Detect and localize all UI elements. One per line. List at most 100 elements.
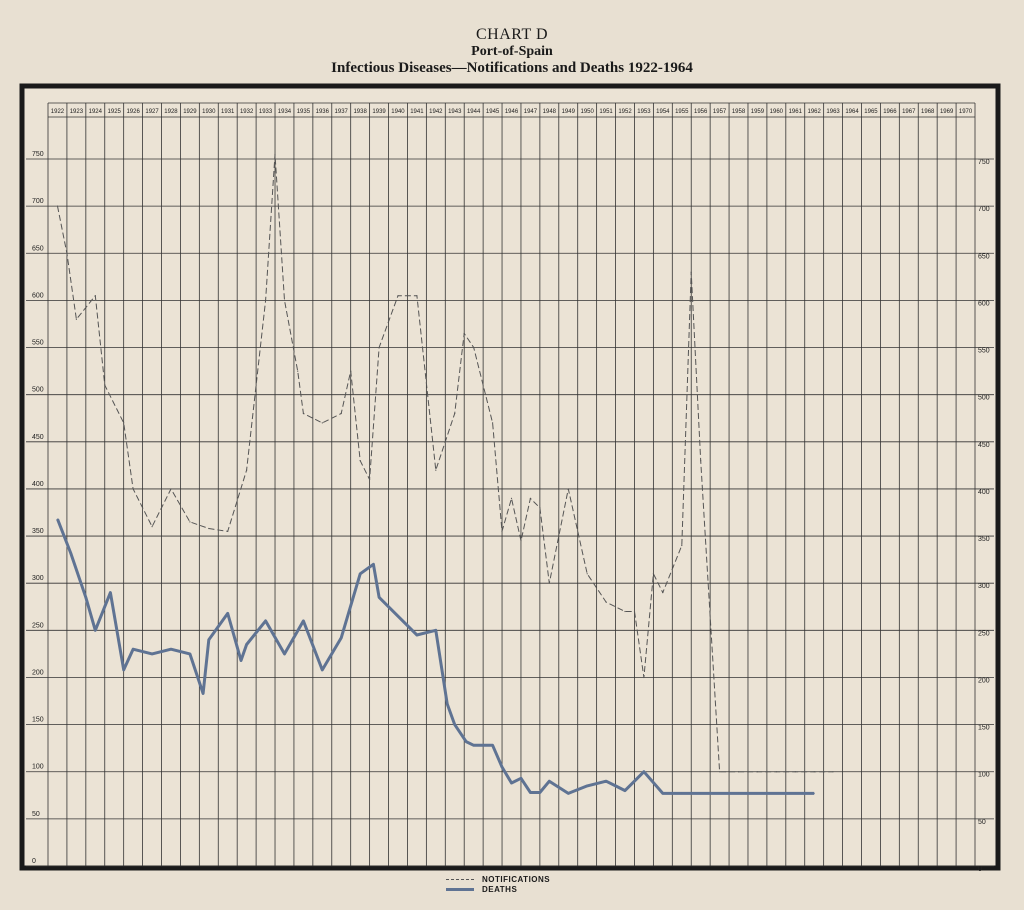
y-tick-label-right: 650	[978, 253, 990, 260]
year-label: 1957	[713, 109, 727, 115]
year-label: 1966	[883, 109, 897, 115]
y-tick-label-right: 150	[978, 725, 990, 732]
year-label: 1934	[278, 109, 292, 115]
year-label: 1935	[297, 109, 311, 115]
point-deaths	[240, 659, 242, 662]
point-notifications	[605, 601, 607, 603]
year-label: 1949	[562, 109, 576, 115]
point-notifications	[529, 497, 532, 499]
year-label: 1967	[902, 109, 916, 115]
point-notifications	[283, 299, 286, 301]
y-tick-label-right: 450	[978, 442, 990, 449]
point-notifications	[246, 469, 248, 471]
y-tick-label-right: 0	[978, 866, 982, 873]
point-notifications	[123, 422, 125, 424]
year-label: 1968	[921, 109, 935, 115]
y-tick-label-left: 0	[32, 858, 36, 865]
point-deaths	[643, 771, 645, 773]
year-label: 1927	[145, 109, 159, 115]
point-deaths	[170, 648, 172, 650]
year-label: 1928	[164, 109, 178, 115]
point-notifications	[510, 497, 513, 499]
year-label: 1946	[505, 109, 519, 115]
point-deaths	[492, 744, 494, 746]
year-label: 1951	[599, 109, 613, 115]
point-deaths	[548, 780, 550, 782]
point-deaths	[615, 785, 617, 787]
year-label: 1931	[221, 109, 235, 115]
series-line-deaths	[56, 518, 815, 795]
point-notifications	[189, 521, 191, 523]
year-label: 1945	[486, 109, 500, 115]
point-deaths	[227, 612, 229, 615]
point-notifications	[208, 527, 210, 530]
chart-frame	[19, 83, 1001, 871]
point-deaths	[372, 563, 374, 565]
point-deaths	[662, 792, 664, 795]
year-label: 1955	[675, 109, 689, 115]
year-label: 1926	[126, 109, 140, 115]
point-deaths	[94, 629, 96, 631]
point-notifications	[397, 295, 399, 297]
point-notifications	[737, 771, 740, 773]
point-deaths	[713, 792, 715, 795]
point-deaths	[794, 792, 796, 795]
y-tick-label-right: 100	[978, 772, 990, 779]
point-notifications	[416, 295, 418, 297]
point-deaths	[265, 620, 267, 622]
year-label: 1939	[372, 109, 386, 115]
year-label: 1958	[732, 109, 746, 115]
outer-border	[19, 83, 1001, 871]
point-deaths	[446, 703, 448, 705]
y-tick-label-left: 50	[32, 811, 40, 818]
point-deaths	[567, 792, 569, 795]
legend-label-notifications: NOTIFICATIONS	[482, 874, 551, 884]
year-label: 1960	[770, 109, 784, 115]
point-deaths	[132, 648, 134, 650]
year-label: 1933	[259, 109, 273, 115]
point-deaths	[283, 653, 286, 655]
point-notifications	[548, 582, 550, 584]
y-tick-label-left: 450	[32, 434, 44, 441]
year-label: 1941	[410, 109, 424, 115]
point-notifications	[832, 771, 834, 773]
chart-series	[56, 153, 834, 795]
point-deaths	[302, 620, 304, 622]
point-notifications	[775, 771, 778, 773]
year-label: 1938	[353, 109, 367, 115]
year-label: 1963	[826, 109, 840, 115]
year-label: 1930	[202, 109, 216, 115]
point-deaths	[756, 792, 759, 795]
point-deaths	[700, 792, 702, 795]
point-deaths	[208, 639, 210, 641]
point-deaths	[510, 782, 513, 784]
point-notifications	[170, 488, 172, 490]
point-deaths	[813, 792, 815, 795]
y-tick-label-right: 200	[978, 677, 990, 684]
point-deaths	[378, 596, 380, 598]
point-deaths	[435, 629, 437, 631]
year-label: 1936	[316, 109, 330, 115]
point-notifications	[378, 346, 380, 349]
y-tick-label-left: 700	[32, 198, 44, 205]
point-deaths	[520, 777, 522, 779]
point-notifications	[104, 384, 106, 386]
year-label: 1956	[694, 109, 708, 115]
point-notifications	[794, 771, 796, 773]
point-deaths	[321, 669, 323, 671]
point-deaths	[775, 792, 778, 795]
year-label: 1924	[89, 109, 103, 115]
point-deaths	[539, 791, 541, 794]
point-notifications	[652, 573, 655, 575]
legend-swatch-notifications	[446, 878, 474, 880]
y-tick-label-right: 500	[978, 395, 990, 402]
year-label: 1964	[845, 109, 859, 115]
y-tick-label-right: 700	[978, 206, 990, 213]
point-notifications	[297, 370, 299, 372]
point-deaths	[246, 643, 248, 646]
y-tick-label-left: 750	[32, 151, 44, 158]
point-notifications	[435, 469, 437, 471]
chart-titles: CHART D Port-of-Spain Infectious Disease…	[0, 26, 1024, 77]
point-deaths	[85, 596, 87, 598]
